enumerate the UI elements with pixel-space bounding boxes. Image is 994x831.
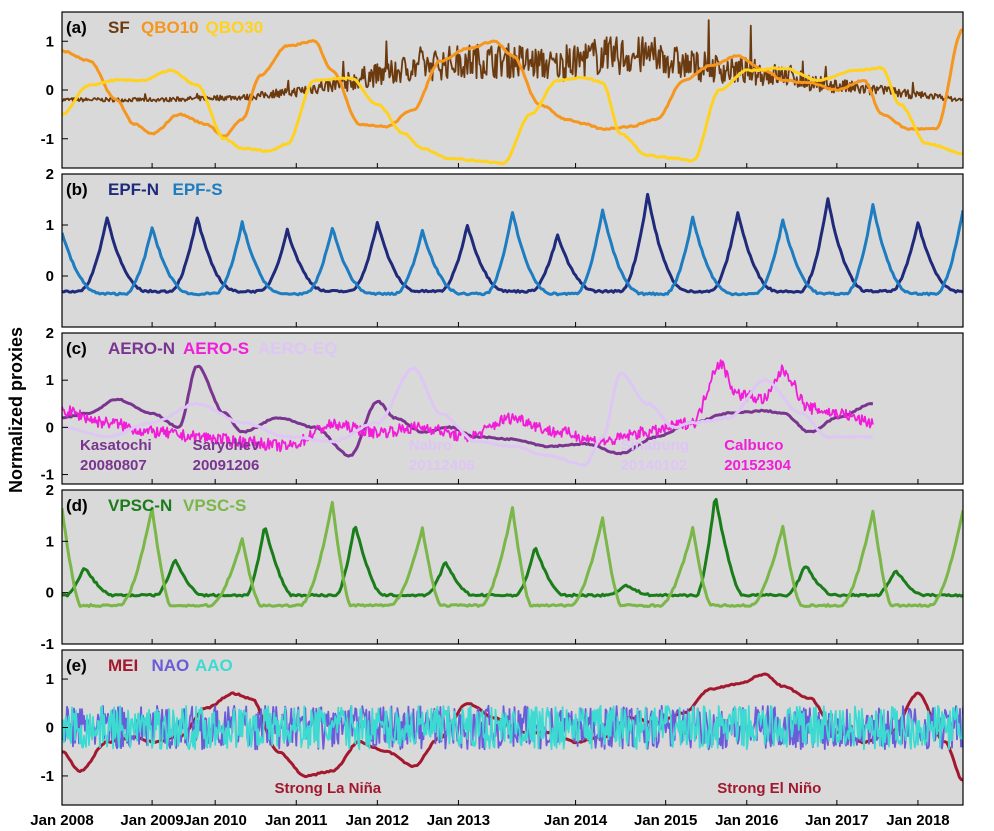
y-tick-label: 0 [46,585,54,602]
volcano-date: 20140102 [621,457,688,474]
x-tick-label: Jan 2009 [120,812,183,829]
panel-letter: (b) [66,180,88,199]
volcano-label: Kasatochi [80,437,152,454]
legend-entry-aero-eq: AERO-EQ [258,339,337,358]
panel-background [62,12,963,168]
panel-letter: (e) [66,656,87,675]
y-axis-label: Normalized proxies [6,327,26,493]
series-group [62,19,963,166]
y-tick-label: 1 [46,533,54,550]
x-tick-label: Jan 2012 [346,812,409,829]
volcano-date: 20112406 [409,457,475,474]
series-line-epf-n [62,192,963,294]
legend-entry-epf-n: EPF-N [108,180,159,199]
series-line-sf [62,19,963,103]
legend-entry-vpsc-n: VPSC-N [108,496,172,515]
panel-d: -1 0 1 2 (d) VPSC-N VPSC-S [41,482,964,653]
panel-letter: (a) [66,18,87,37]
panel-e: -1 0 1 (e) MEI NAO AAO Strong La Niña Strong El … [41,649,964,806]
series-line-aero-eq [62,366,874,468]
panel-b: 0 1 2 (b) EPF-N EPF-S [46,166,964,328]
volcano-date: 20080807 [80,457,147,474]
y-tick-label: 0 [46,419,54,436]
panel-c: -1 0 1 2 (c) AERO-N AERO-S AERO-EQ Kasatochi 2008… [41,325,964,485]
panel-frame [61,489,964,645]
x-tick-label: Jan 2016 [715,812,778,829]
volcano-label: Nabro [409,437,452,454]
enso-annotation: Strong El Niño [717,780,821,797]
panel-background [62,174,963,327]
series-line-vpsc-n [62,497,963,598]
volcano-date: 20091206 [193,457,260,474]
volcano-label: Sinabung [621,437,689,454]
x-tick-label: Jan 2017 [805,812,868,829]
y-tick-label: 1 [46,372,54,389]
volcano-label: Calbuco [724,437,783,454]
y-tick-label: 1 [46,33,54,50]
legend-entry-epf-s: EPF-S [173,180,223,199]
legend-entry-aero-s: AERO-S [183,339,249,358]
legend-entry-aero-n: AERO-N [108,339,175,358]
series-group [62,192,963,297]
x-tick-label: Jan 2018 [886,812,949,829]
legend-entry-vpsc-s: VPSC-S [183,496,246,515]
x-tick-label: Jan 2011 [265,812,328,829]
panel-letter: (d) [66,496,88,515]
x-tick-label: Jan 2010 [183,812,246,829]
y-tick-label: -1 [41,768,54,785]
legend-entry-qbo10: QBO10 [141,18,199,37]
y-tick-label: -1 [41,636,54,653]
y-tick-label: 2 [46,166,54,183]
panels: -1 0 1 (a) SF QBO10 QBO30 0 1 2 (b) EPF-N EPF-S -1 0 1 2… [41,11,964,806]
x-tick-label: Jan 2014 [544,812,608,829]
x-tick-label: Jan 2015 [634,812,697,829]
legend-entry-mei: MEI [108,656,138,675]
panel-a: -1 0 1 (a) SF QBO10 QBO30 [41,11,964,169]
volcano-label: Sarychev [193,437,260,454]
enso-annotation: Strong La Niña [274,780,381,797]
y-tick-label: -1 [41,467,54,484]
panel-letter: (c) [66,339,87,358]
series-group [62,672,963,782]
y-tick-label: 2 [46,325,54,342]
legend-entry-nao: NAO [152,656,190,675]
panel-frame [61,332,964,485]
volcano-date: 20152304 [724,457,791,474]
legend-entry-sf: SF [108,18,130,37]
y-tick-label: 1 [46,217,54,234]
y-tick-label: -1 [41,131,54,148]
y-tick-label: 2 [46,482,54,499]
series-line-epf-s [62,203,963,297]
y-tick-label: 0 [46,720,54,737]
y-tick-label: 0 [46,268,54,285]
x-tick-label: Jan 2008 [30,812,93,829]
legend-entry-qbo30: QBO30 [206,18,264,37]
y-tick-label: 1 [46,671,54,688]
series-line-qbo10 [62,28,963,138]
series-group [62,359,874,468]
series-line-aero-s [62,359,874,453]
series-group [62,497,963,608]
x-axis-ticks: Jan 2008 Jan 2009 Jan 2010 Jan 2011 Jan 2012… [30,812,949,829]
x-tick-label: Jan 2013 [427,812,490,829]
panel-frame [61,173,964,328]
legend-entry-aao: AAO [195,656,233,675]
series-line-vpsc-s [62,500,963,608]
y-tick-label: 0 [46,82,54,99]
series-line-aao [62,704,963,751]
series-line-qbo30 [62,65,963,166]
